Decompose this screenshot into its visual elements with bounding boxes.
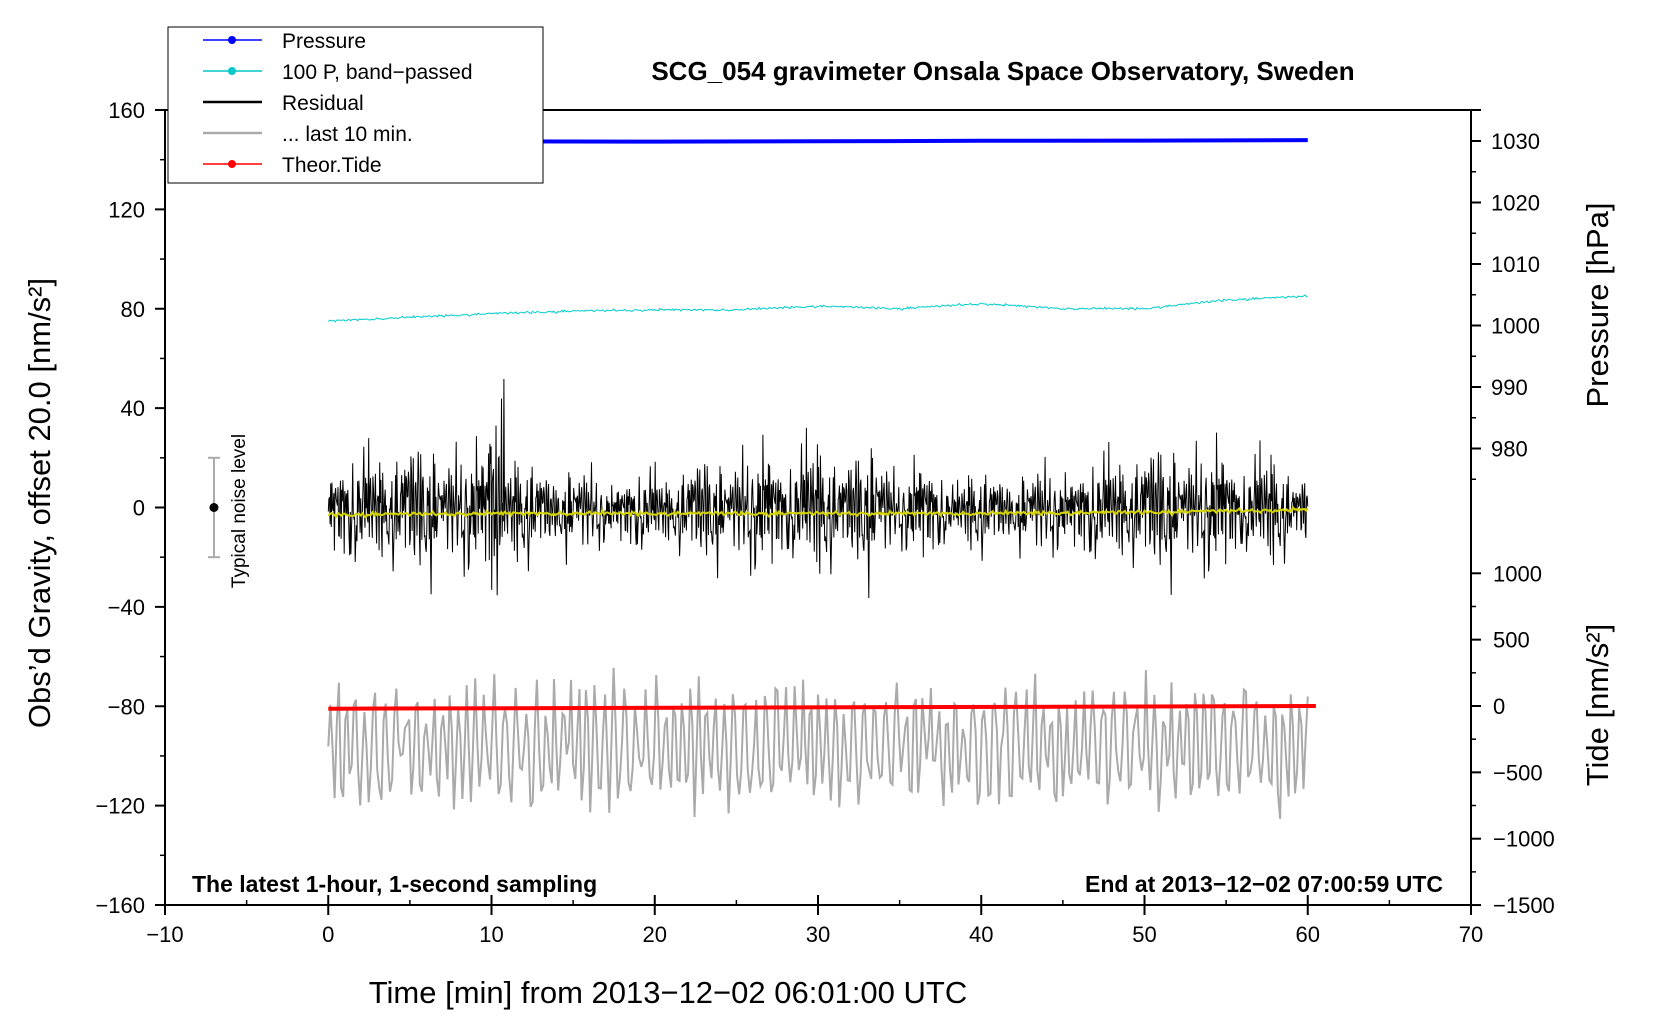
tide-tick-label: −500 xyxy=(1493,760,1543,785)
pressure-tick-label: 1030 xyxy=(1491,129,1540,154)
y-tick-label: 0 xyxy=(133,496,145,521)
y-tick-label: −80 xyxy=(108,694,145,719)
x-tick-label: 50 xyxy=(1132,922,1156,947)
y-axis-right: 1030 1020 1010 1000 990 980 1000 500 0 −500 −1000 −… xyxy=(1471,109,1555,918)
pressure-tick-label: 980 xyxy=(1491,437,1528,462)
legend-label: Theor.Tide xyxy=(282,154,382,177)
x-tick-label: 10 xyxy=(479,922,503,947)
series-last-10-min xyxy=(327,667,1309,819)
x-tick-label: 40 xyxy=(969,922,993,947)
tide-tick-label: −1000 xyxy=(1493,827,1555,852)
tide-tick-label: 500 xyxy=(1493,628,1530,653)
pressure-tick-label: 1010 xyxy=(1491,252,1540,277)
y-axis-title-left: Obs’d Gravity, offset 20.0 [nm/s²] xyxy=(22,278,57,728)
x-tick-label: 0 xyxy=(322,922,334,947)
series-theoretical-tide xyxy=(328,704,1316,711)
legend-label: Residual xyxy=(282,92,364,115)
x-axis-title: Time [min] from 2013−12−02 06:01:00 UTC xyxy=(369,975,968,1010)
legend-marker xyxy=(228,160,236,168)
series-residual xyxy=(327,378,1309,599)
noise-level-label: Typical noise level xyxy=(229,434,250,588)
y-tick-label: 160 xyxy=(108,98,145,123)
x-tick-label: 60 xyxy=(1296,922,1320,947)
pressure-tick-label: 1020 xyxy=(1491,191,1540,216)
x-tick-label: −10 xyxy=(146,922,183,947)
pressure-tick-label: 1000 xyxy=(1491,314,1540,339)
y-axis-left: 160 120 80 40 0 −40 −80 −120 −160 xyxy=(95,98,165,918)
annotation-end-time: End at 2013−12−02 07:00:59 UTC xyxy=(1085,871,1443,897)
x-tick-label: 20 xyxy=(643,922,667,947)
legend-label: Pressure xyxy=(282,30,366,53)
legend-box xyxy=(167,26,544,184)
noise-level-indicator: Typical noise level xyxy=(207,434,250,588)
series-layer xyxy=(327,138,1316,819)
y-tick-label: 80 xyxy=(121,297,145,322)
legend-label: ... last 10 min. xyxy=(282,123,413,146)
x-tick-label: 30 xyxy=(806,922,830,947)
series-bandpassed-pressure xyxy=(327,294,1308,323)
legend-marker xyxy=(228,36,236,44)
legend: Pressure 100 P, band−passed Residual ... la… xyxy=(167,26,544,184)
series-residual-smoothed xyxy=(327,505,1309,520)
noise-bar-center-dot xyxy=(209,503,219,512)
y-tick-label: 40 xyxy=(121,396,145,421)
y-axis-title-pressure: Pressure [hPa] xyxy=(1580,202,1615,407)
y-tick-label: −40 xyxy=(108,595,145,620)
tide-tick-label: 0 xyxy=(1493,694,1505,719)
y-axis-title-tide: Tide [nm/s²] xyxy=(1580,624,1615,787)
chart-title: SCG_054 gravimeter Onsala Space Observat… xyxy=(651,56,1354,86)
tide-tick-label: −1500 xyxy=(1493,893,1555,918)
y-tick-label: 120 xyxy=(108,197,145,222)
legend-marker xyxy=(228,67,236,75)
y-tick-label: −160 xyxy=(95,893,145,918)
x-tick-label: 70 xyxy=(1459,922,1483,947)
y-tick-label: −120 xyxy=(95,794,145,819)
annotation-sampling: The latest 1-hour, 1-second sampling xyxy=(192,871,597,897)
tide-tick-label: 1000 xyxy=(1493,561,1542,586)
legend-label: 100 P, band−passed xyxy=(282,61,473,84)
x-axis: −10 0 10 20 30 40 50 60 70 xyxy=(146,895,1483,947)
pressure-tick-label: 990 xyxy=(1491,375,1528,400)
